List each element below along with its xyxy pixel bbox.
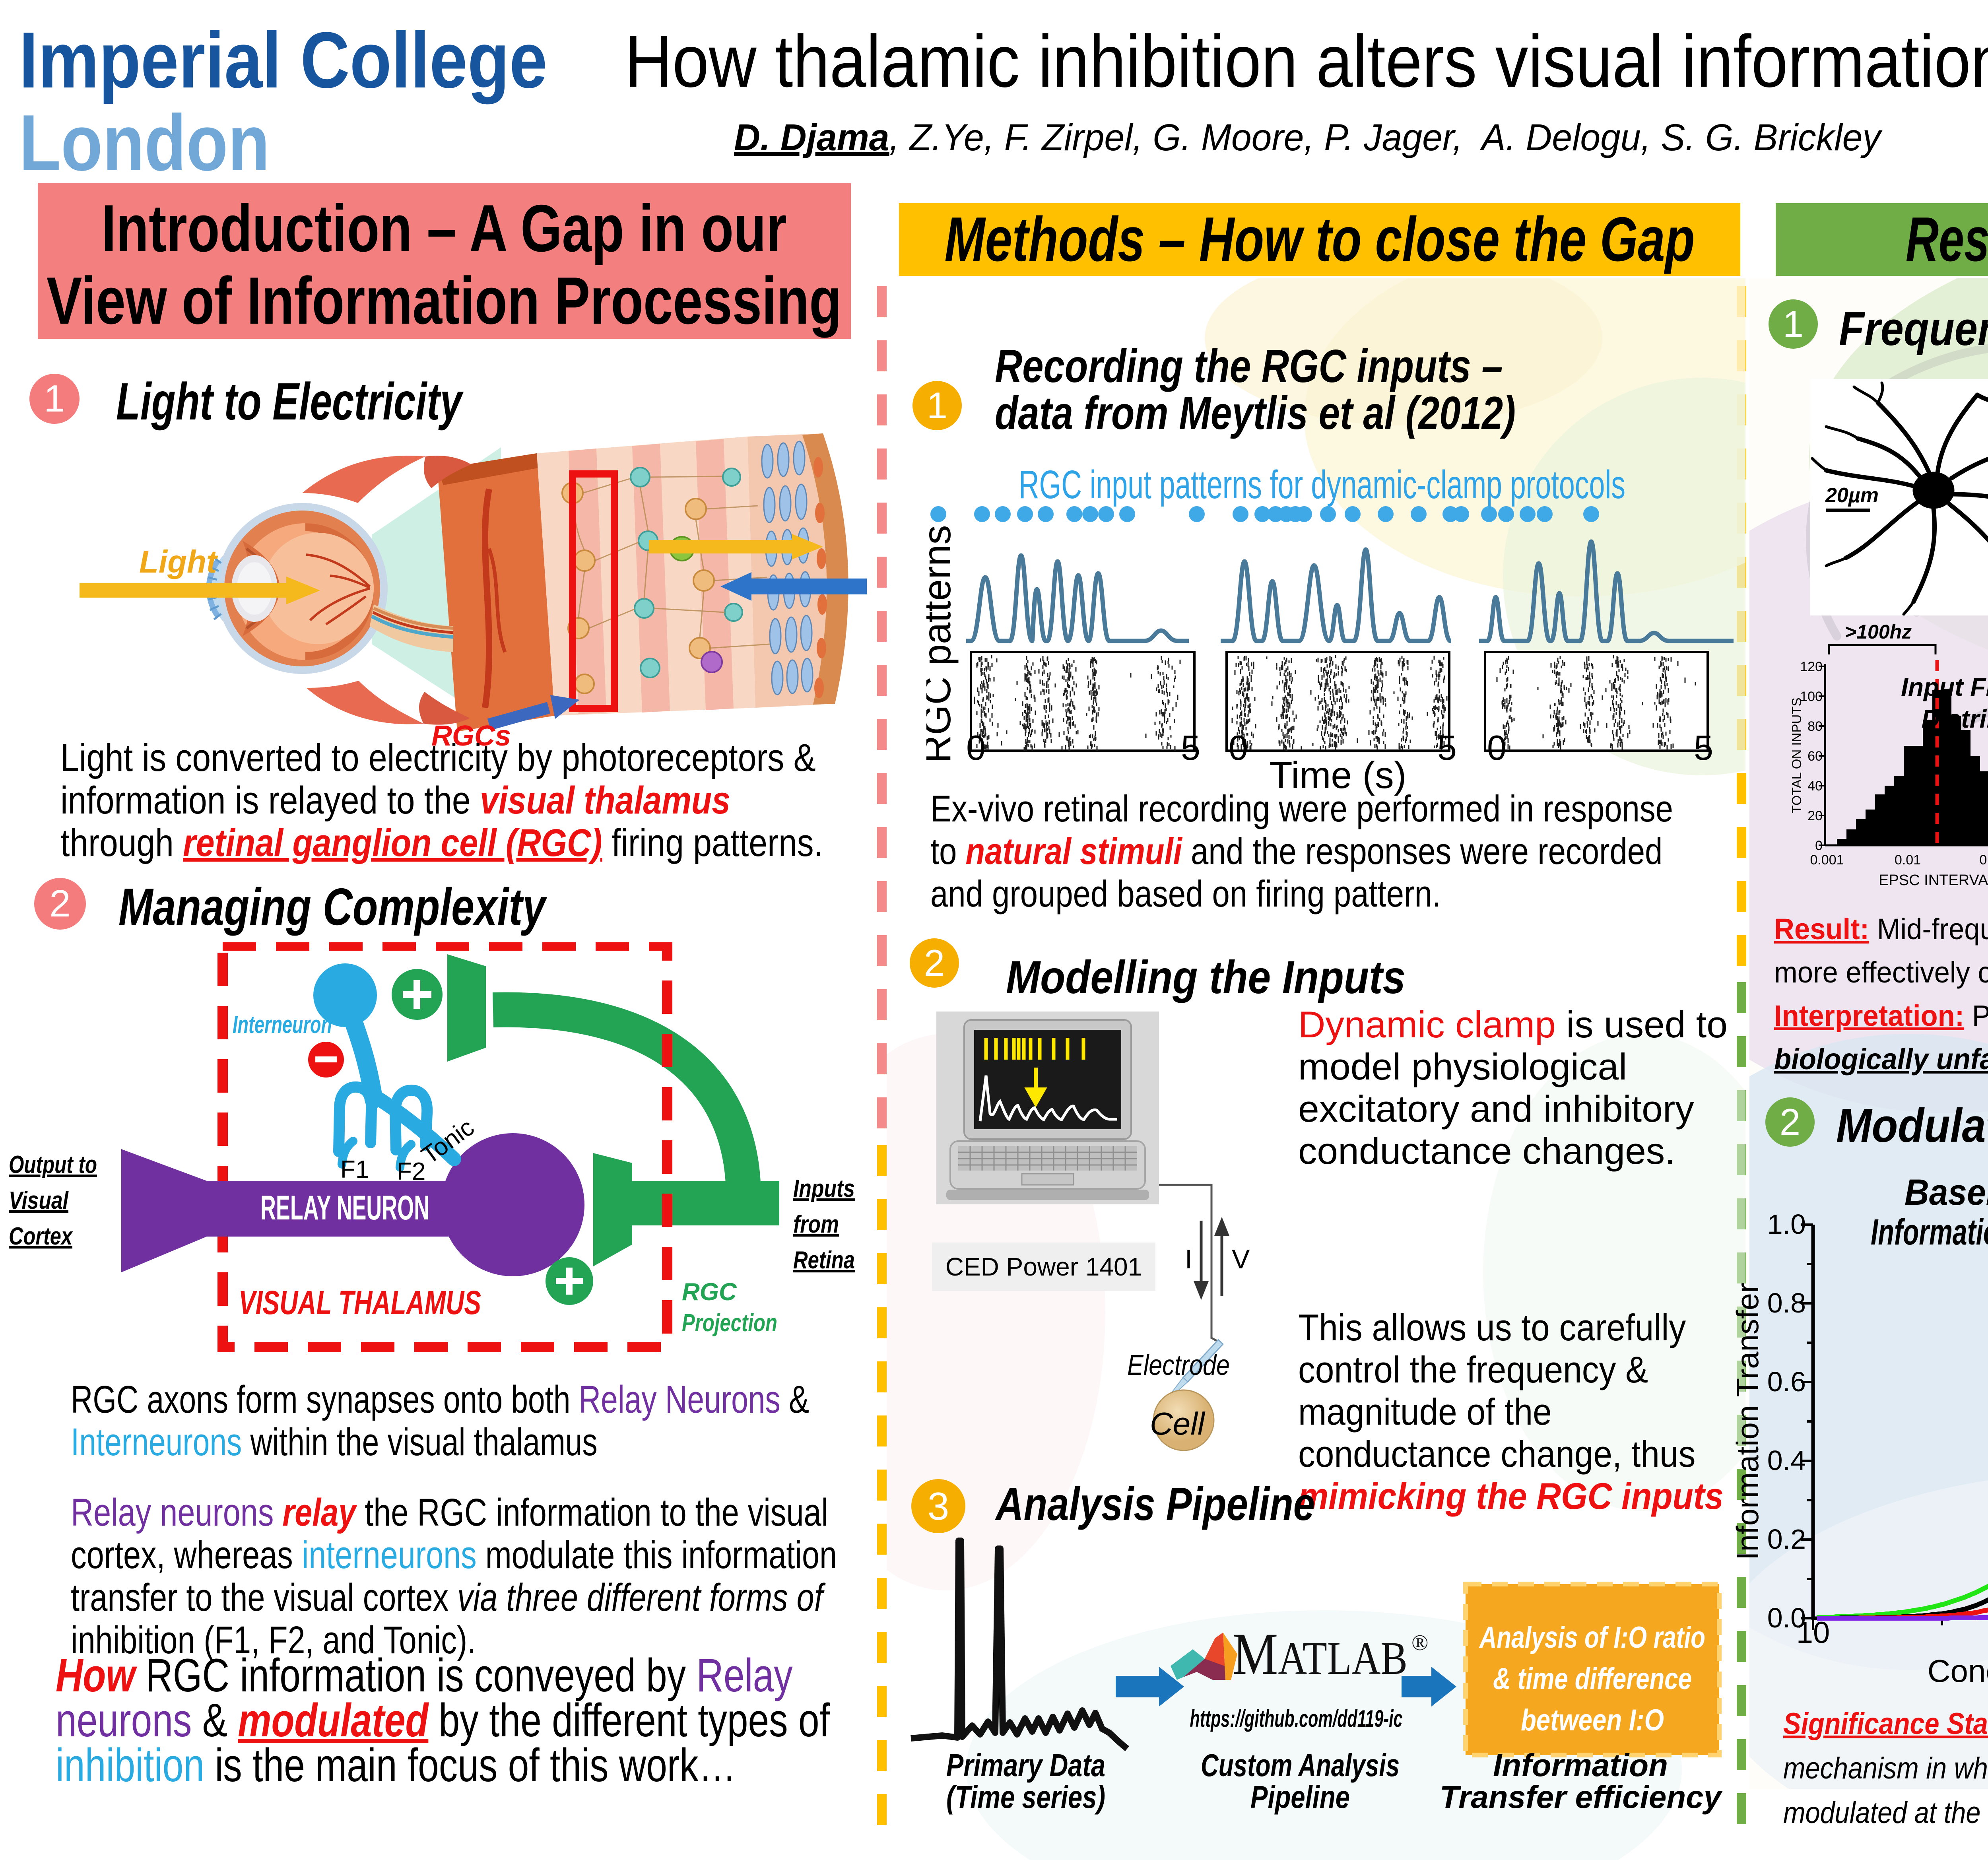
svg-text:60: 60 xyxy=(1807,749,1823,764)
svg-text:0: 0 xyxy=(966,728,986,767)
svg-text:>100hz: >100hz xyxy=(1845,624,1912,643)
svg-text:Pipeline: Pipeline xyxy=(1250,1779,1350,1815)
svg-text:0: 0 xyxy=(1487,728,1507,767)
svg-text:Information Transfer: Information Transfer xyxy=(1730,1283,1765,1560)
svg-text:F1: F1 xyxy=(340,1156,369,1183)
svg-text:Cortex: Cortex xyxy=(9,1223,73,1250)
svg-text:120: 120 xyxy=(1800,659,1823,674)
svg-text:0.1: 0.1 xyxy=(1979,852,1988,868)
svg-text:5: 5 xyxy=(1437,728,1457,767)
svg-text:Light: Light xyxy=(139,544,218,579)
svg-text:Analysis of I:O ratio: Analysis of I:O ratio xyxy=(1479,1621,1705,1654)
svg-text:5: 5 xyxy=(1694,728,1713,767)
svg-text:RGC: RGC xyxy=(682,1278,737,1306)
svg-text:100: 100 xyxy=(1800,689,1823,704)
svg-text:0.8: 0.8 xyxy=(1767,1287,1806,1318)
svg-text:Input Frequency: Input Frequency xyxy=(1901,673,1988,701)
svg-text:Information: Information xyxy=(1493,1747,1668,1783)
svg-text:https://github.com/dd119-ic: https://github.com/dd119-ic xyxy=(1190,1705,1403,1732)
svg-text:Electrode: Electrode xyxy=(1127,1349,1230,1381)
svg-text:80: 80 xyxy=(1807,719,1823,734)
svg-text:1.0: 1.0 xyxy=(1767,1209,1806,1240)
svg-text:CED Power 1401: CED Power 1401 xyxy=(945,1252,1142,1281)
svg-text:Distributions: Distributions xyxy=(1922,705,1988,733)
svg-text:& time difference: & time difference xyxy=(1493,1662,1692,1696)
svg-text:Transfer efficiency: Transfer efficiency xyxy=(1440,1779,1723,1815)
svg-text:0.01: 0.01 xyxy=(1895,852,1921,868)
svg-text:Custom Analysis: Custom Analysis xyxy=(1201,1747,1400,1783)
svg-text:V: V xyxy=(1232,1244,1250,1274)
svg-text:RELAY NEURON: RELAY NEURON xyxy=(260,1189,429,1227)
svg-text:I: I xyxy=(1185,1244,1192,1274)
svg-text:from: from xyxy=(793,1211,839,1238)
svg-text:Cell: Cell xyxy=(1150,1406,1206,1441)
svg-text:MATLAB: MATLAB xyxy=(1233,1621,1408,1687)
svg-text:Output to: Output to xyxy=(9,1151,97,1179)
svg-text:Baseline vs Inhibition: Baseline vs Inhibition xyxy=(1905,1172,1988,1213)
svg-text:F2: F2 xyxy=(397,1158,425,1185)
svg-text:0.0: 0.0 xyxy=(1767,1602,1806,1633)
svg-text:0.2: 0.2 xyxy=(1767,1524,1806,1555)
svg-text:Interneuron: Interneuron xyxy=(233,1011,332,1039)
svg-text:0.4: 0.4 xyxy=(1767,1445,1806,1476)
svg-text:®: ® xyxy=(1411,1631,1429,1655)
svg-text:0.001: 0.001 xyxy=(1810,852,1844,868)
svg-text:TOTAL ON INPUTS: TOTAL ON INPUTS xyxy=(1789,698,1804,814)
svg-text:VISUAL THALAMUS: VISUAL THALAMUS xyxy=(239,1284,481,1321)
svg-text:EPSC INTERVAL (s): EPSC INTERVAL (s) xyxy=(1879,872,1988,889)
svg-text:5: 5 xyxy=(1181,728,1200,767)
svg-text:40: 40 xyxy=(1807,779,1823,794)
svg-text:(Time series): (Time series) xyxy=(946,1779,1105,1815)
svg-text:Retina: Retina xyxy=(793,1246,855,1274)
svg-text:Conductance (nS): Conductance (nS) xyxy=(1928,1653,1988,1689)
svg-text:Primary Data: Primary Data xyxy=(946,1747,1105,1783)
svg-text:0: 0 xyxy=(1815,838,1823,853)
svg-text:0.6: 0.6 xyxy=(1767,1366,1806,1397)
svg-text:Visual: Visual xyxy=(9,1187,69,1214)
svg-text:20µm: 20µm xyxy=(1825,484,1879,507)
svg-text:Time (s): Time (s) xyxy=(1270,754,1407,796)
svg-text:20: 20 xyxy=(1807,808,1823,823)
svg-text:between I:O: between I:O xyxy=(1521,1703,1664,1737)
svg-text:Inputs: Inputs xyxy=(793,1175,855,1202)
svg-text:10: 10 xyxy=(1796,1616,1830,1650)
svg-text:0: 0 xyxy=(1229,728,1248,767)
svg-text:Information Transfer Compariso: Information Transfer Comparison xyxy=(1871,1212,1988,1252)
svg-text:RGC patterns: RGC patterns xyxy=(926,525,959,763)
svg-text:Projection: Projection xyxy=(682,1309,777,1337)
svg-text:RGCs: RGCs xyxy=(431,720,511,747)
